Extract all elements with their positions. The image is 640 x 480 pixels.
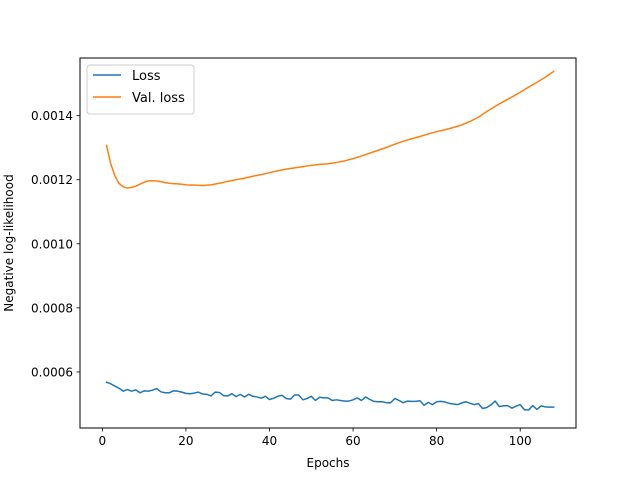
x-tick-label: 100: [509, 434, 532, 448]
series-line-val-loss: [105, 70, 555, 189]
plot-frame: [79, 57, 577, 429]
y-axis-ticks: 0.0006 0.0008 0.0010 0.0012 0.0014: [31, 109, 80, 379]
y-tick-label: 0.0014: [31, 109, 73, 123]
y-tick-label: 0.0008: [31, 301, 73, 315]
legend-label-val-loss: Val. loss: [132, 91, 185, 106]
x-tick-label: 80: [429, 434, 444, 448]
y-tick-label: 0.0006: [31, 365, 73, 379]
legend-box: [86, 64, 195, 115]
y-tick-label: 0.0012: [31, 173, 73, 187]
y-tick-label: 0.0010: [31, 237, 73, 251]
legend-label-loss: Loss: [132, 69, 161, 84]
legend: Loss Val. loss: [86, 64, 195, 115]
series-line-loss: [105, 381, 555, 411]
series-layer: [105, 70, 555, 411]
x-axis-label: Epochs: [307, 456, 350, 470]
x-tick-label: 60: [345, 434, 360, 448]
x-tick-label: 40: [262, 434, 277, 448]
x-tick-label: 0: [99, 434, 107, 448]
x-tick-label: 20: [178, 434, 193, 448]
x-axis-ticks: 0 20 40 60 80 100: [99, 428, 532, 448]
y-axis-label: Negative log-likelihood: [2, 174, 16, 311]
